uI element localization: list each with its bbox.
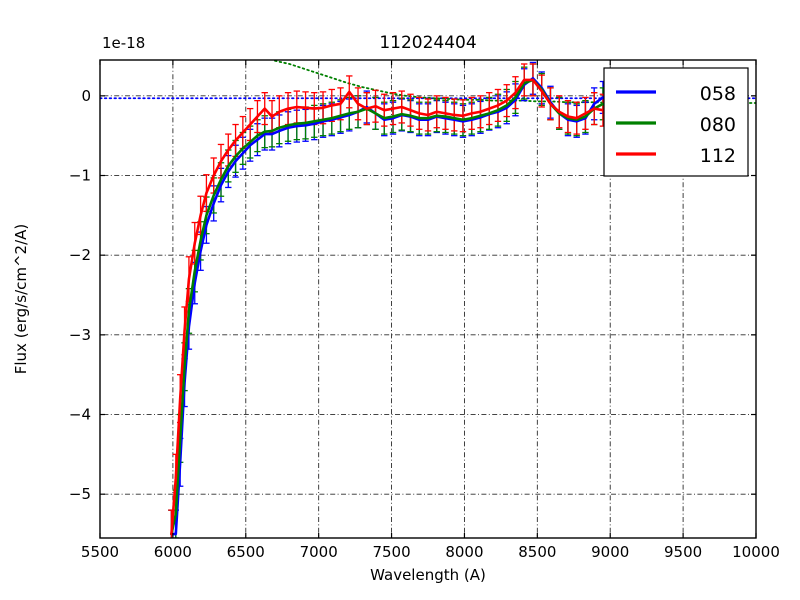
legend-label-080: 080 <box>700 114 736 136</box>
legend-entry-112[interactable]: 112 <box>616 145 736 167</box>
legend-label-058: 058 <box>700 83 736 105</box>
y-tick-label: 0 <box>81 87 91 105</box>
x-tick-label: 6500 <box>227 543 265 561</box>
series-line-058 <box>170 77 640 536</box>
y-tick-label: −4 <box>69 406 91 424</box>
y-tick-label: −5 <box>69 485 91 503</box>
x-tick-label: 5500 <box>81 543 119 561</box>
chart-title: 112024404 <box>379 33 476 53</box>
y-tick-label: −1 <box>69 167 91 185</box>
y-tick-label: −3 <box>69 326 91 344</box>
legend-label-112: 112 <box>700 145 736 167</box>
y-tick-label: −2 <box>69 246 91 264</box>
x-axis-title: Wavelength (A) <box>370 566 486 584</box>
x-tick-label: 9000 <box>591 543 629 561</box>
legend: 058 080 112 <box>603 67 749 177</box>
x-tick-label: 7000 <box>300 543 338 561</box>
x-tick-label: 6000 <box>154 543 192 561</box>
legend-entry-080[interactable]: 080 <box>616 114 736 136</box>
x-tick-label: 9500 <box>664 543 702 561</box>
y-axis-offset-label: 1e-18 <box>102 34 145 52</box>
series-line-112 <box>170 78 640 536</box>
x-tick-label: 10000 <box>732 543 780 561</box>
axes-frame <box>99 59 757 539</box>
y-axis-title: Flux (erg/s/cm^2/A) <box>12 224 30 375</box>
legend-entry-058[interactable]: 058 <box>616 83 736 105</box>
x-tick-label: 8000 <box>445 543 483 561</box>
x-tick-label: 7500 <box>372 543 410 561</box>
axis-ticks: 5500 6000 6500 7000 7500 8000 8500 9000 9500 1000… <box>69 60 780 561</box>
x-tick-label: 8500 <box>518 543 556 561</box>
